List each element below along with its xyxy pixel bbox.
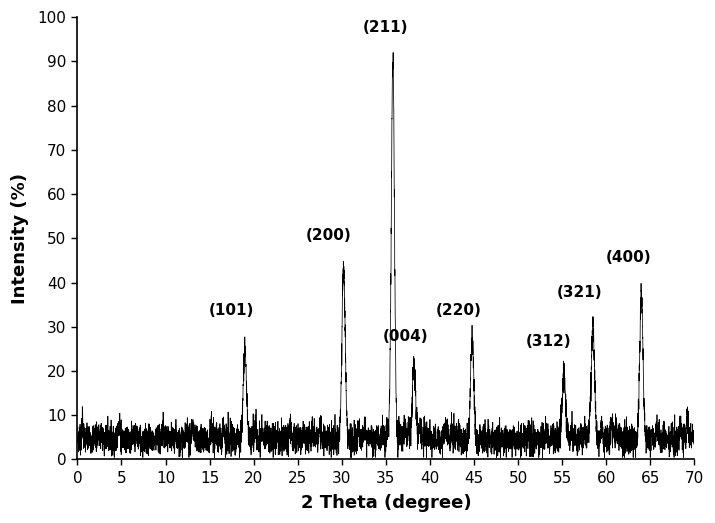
Text: (220): (220) bbox=[436, 303, 482, 318]
X-axis label: 2 Theta (degree): 2 Theta (degree) bbox=[300, 494, 471, 512]
Text: (321): (321) bbox=[557, 285, 603, 300]
Y-axis label: Intensity (%): Intensity (%) bbox=[11, 173, 29, 304]
Text: (101): (101) bbox=[209, 303, 255, 318]
Text: (312): (312) bbox=[526, 334, 572, 349]
Text: (400): (400) bbox=[606, 250, 651, 265]
Text: (200): (200) bbox=[306, 228, 352, 243]
Text: (004): (004) bbox=[383, 329, 428, 345]
Text: (211): (211) bbox=[363, 20, 408, 35]
